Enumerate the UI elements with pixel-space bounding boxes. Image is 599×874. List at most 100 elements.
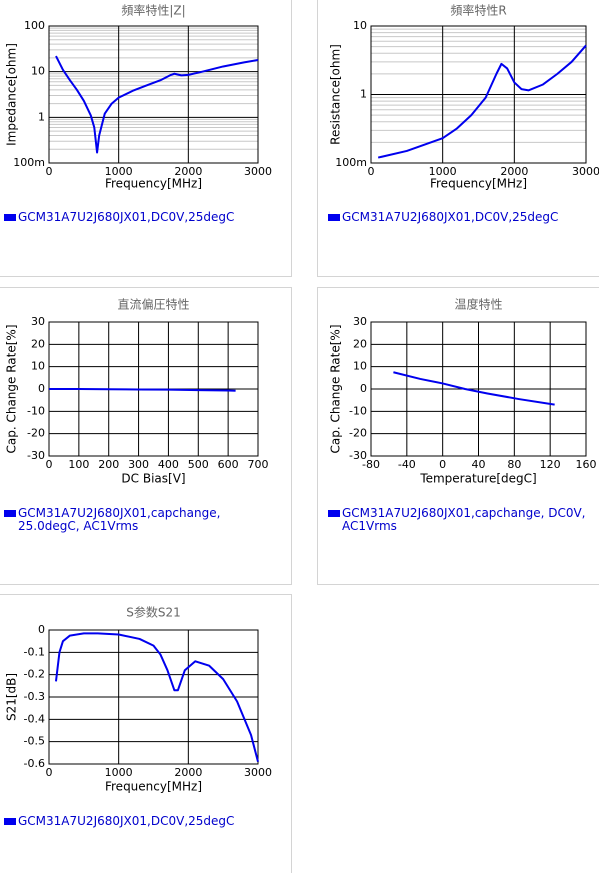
x-tick-label: 0 — [46, 766, 53, 779]
y-tick-label: 30 — [353, 315, 367, 328]
chart: S参数S21 -0.6 -0.5 -0.4 -0.3 -0.2 -0.1 0 0 1000 2000… — [5, 605, 273, 794]
x-tick-label: 200 — [98, 458, 119, 471]
data-line — [377, 44, 587, 159]
y-tick-label: -0.1 — [24, 645, 45, 658]
x-tick-label: 0 — [439, 458, 446, 471]
x-tick-label: 0 — [46, 458, 53, 471]
x-tick-label: 3000 — [244, 165, 272, 178]
legend-label: GCM31A7U2J680JX01,capchange, 25.0degC, A… — [18, 506, 221, 533]
legend-marker — [4, 214, 16, 221]
plot-frame — [370, 321, 587, 457]
y-tick-label: -10 — [27, 404, 45, 417]
x-tick-label: 2000 — [174, 165, 202, 178]
x-tick-label: 600 — [218, 458, 239, 471]
y-tick-label: 0 — [38, 382, 45, 395]
x-tick-label: -80 — [362, 458, 380, 471]
y-tick-label: 10 — [353, 360, 367, 373]
y-tick-label: 10 — [31, 360, 45, 373]
legend-label: GCM31A7U2J680JX01,DC0V,25degC — [18, 814, 235, 828]
x-axis-label: Frequency[MHz] — [430, 177, 527, 191]
chart: 温度特性 -30 -20 -10 0 10 20 30 -80 -40 0 40 80 120 160 Tem… — [329, 297, 597, 486]
plot-frame — [370, 25, 587, 164]
chart-title: S参数S21 — [126, 605, 181, 620]
y-tick-label: -0.5 — [24, 735, 45, 748]
y-tick-label: 1 — [38, 110, 45, 123]
plot-frame — [48, 629, 259, 765]
legend-label: GCM31A7U2J680JX01,DC0V,25degC — [342, 210, 559, 224]
legend-entry: GCM31A7U2J680JX01,DC0V,25degC — [4, 815, 274, 828]
chart-panel: 直流偏圧特性 -30 -20 -10 0 10 20 30 0 100 200 300 400 500 60… — [0, 287, 292, 585]
plot-frame — [48, 25, 259, 164]
chart-title: 温度特性 — [454, 297, 502, 312]
chart-title: 頻率特性R — [450, 3, 506, 18]
y-tick-label: -0.3 — [24, 690, 45, 703]
legend-marker — [328, 510, 340, 517]
y-tick-label: 10 — [353, 19, 367, 32]
data-line — [49, 388, 236, 392]
x-tick-label: 700 — [248, 458, 269, 471]
y-axis-label: Impedance[ohm] — [5, 43, 19, 146]
chart-panel: 温度特性 -30 -20 -10 0 10 20 30 -80 -40 0 40 80 120 160 Tem… — [317, 287, 599, 585]
y-axis-label: Cap. Change Rate[%] — [5, 324, 19, 453]
chart-panel: 頻率特性R 100m 1 10 0 1000 2000 3000 Frequency[MHz] R… — [317, 0, 599, 277]
legend-marker — [4, 818, 16, 825]
x-tick-label: 2000 — [174, 766, 202, 779]
y-axis-label: Cap. Change Rate[%] — [329, 324, 343, 453]
x-tick-label: 1000 — [105, 165, 133, 178]
x-tick-label: 120 — [540, 458, 561, 471]
chart-panel: S参数S21 -0.6 -0.5 -0.4 -0.3 -0.2 -0.1 0 0 1000 2000… — [0, 594, 292, 873]
chart-title: 直流偏圧特性 — [117, 297, 189, 312]
data-line — [54, 632, 259, 763]
chart: 頻率特性R 100m 1 10 0 1000 2000 3000 Frequency[MHz] R… — [329, 3, 599, 191]
y-tick-label: 20 — [353, 337, 367, 350]
x-tick-label: 3000 — [244, 766, 272, 779]
legend-marker — [4, 510, 16, 517]
y-tick-label: -0.6 — [24, 757, 45, 770]
chart-panel: 頻率特性|Z| 100m 1 10 100 0 1000 2000 3000 Frequency[… — [0, 0, 292, 277]
y-tick-label: 30 — [31, 315, 45, 328]
chart-title: 頻率特性|Z| — [121, 3, 185, 18]
x-tick-label: -40 — [398, 458, 416, 471]
y-axis-label: Resistance[ohm] — [329, 44, 343, 145]
data-line — [393, 371, 555, 406]
x-tick-label: 100 — [68, 458, 89, 471]
x-tick-label: 40 — [472, 458, 486, 471]
legend-entry: GCM31A7U2J680JX01,DC0V,25degC — [328, 211, 596, 224]
x-tick-label: 80 — [507, 458, 521, 471]
y-tick-label: 1 — [360, 88, 367, 101]
y-axis-label: S21[dB] — [5, 673, 19, 721]
legend-label: GCM31A7U2J680JX01,capchange, DC0V, AC1Vr… — [342, 506, 586, 533]
y-tick-label: -0.4 — [24, 712, 45, 725]
x-axis-label: DC Bias[V] — [121, 472, 185, 486]
legend-entry: GCM31A7U2J680JX01,capchange, 25.0degC, A… — [4, 507, 236, 533]
x-tick-label: 500 — [188, 458, 209, 471]
legend-marker — [328, 214, 340, 221]
y-tick-label: -30 — [349, 449, 367, 462]
x-tick-label: 1000 — [105, 766, 133, 779]
legend-entry: GCM31A7U2J680JX01,DC0V,25degC — [4, 211, 274, 224]
x-axis-label: Frequency[MHz] — [105, 177, 202, 191]
y-tick-label: 100m — [13, 156, 45, 169]
x-tick-label: 2000 — [500, 165, 528, 178]
legend-label: GCM31A7U2J680JX01,DC0V,25degC — [18, 210, 235, 224]
y-tick-label: 0 — [360, 382, 367, 395]
x-tick-label: 0 — [368, 165, 375, 178]
y-tick-label: -30 — [27, 449, 45, 462]
y-tick-label: 0 — [38, 623, 45, 636]
x-tick-label: 3000 — [572, 165, 599, 178]
x-axis-label: Temperature[degC] — [419, 472, 536, 486]
x-tick-label: 160 — [576, 458, 597, 471]
y-tick-label: -20 — [349, 427, 367, 440]
y-tick-label: 10 — [31, 65, 45, 78]
y-tick-label: -10 — [349, 404, 367, 417]
x-tick-label: 400 — [158, 458, 179, 471]
x-tick-label: 1000 — [429, 165, 457, 178]
legend-entry: GCM31A7U2J680JX01,capchange, DC0V, AC1Vr… — [328, 507, 590, 533]
x-tick-label: 0 — [46, 165, 53, 178]
y-tick-label: 100 — [24, 19, 45, 32]
data-line — [55, 55, 259, 154]
y-tick-label: -20 — [27, 427, 45, 440]
